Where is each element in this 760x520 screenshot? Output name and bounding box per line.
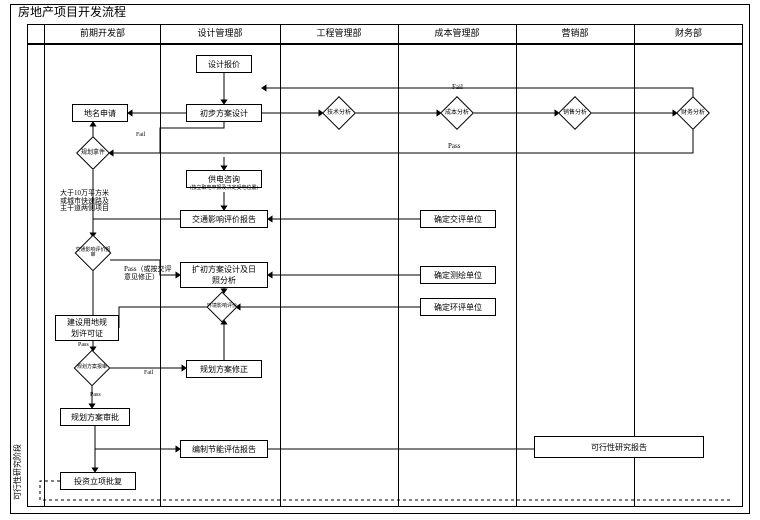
flow-label: Fail bbox=[144, 370, 153, 377]
finance-analysis-label: 财务分析 bbox=[676, 96, 710, 130]
energy-report: 编制节能评估报告 bbox=[180, 440, 268, 458]
confirm-traffic-unit: 确定交评单位 bbox=[420, 210, 496, 228]
condition-note: 大于10万平方米 或城市快速路及 主干道两侧项目 bbox=[60, 190, 109, 213]
flow-label: Pass bbox=[78, 342, 89, 349]
traffic-impact: 交通影响评价报告 bbox=[180, 210, 268, 228]
flow-label: Pass bbox=[448, 143, 460, 151]
planning-collect-label: 规划拿件 bbox=[76, 136, 110, 170]
preliminary-design: 初步方案设计 bbox=[186, 104, 262, 122]
plan-approval-label: 规划方案报审 bbox=[74, 350, 111, 387]
confirm-env-unit: 确定环评单位 bbox=[420, 298, 496, 316]
env-review-label: 环境影响评价 bbox=[206, 291, 237, 322]
confirm-survey-unit: 确定测绘单位 bbox=[420, 266, 496, 284]
cost-analysis-label: 成本分析 bbox=[440, 96, 474, 130]
flow-label: Pass bbox=[90, 392, 101, 399]
marketing-analysis-label: 销售分析 bbox=[558, 96, 592, 130]
flow-label: Fail bbox=[136, 132, 145, 139]
traffic-review-label: 交通影响评价报审 bbox=[75, 235, 112, 272]
pass-revise-note: Pass（或按交评 意见修正） bbox=[124, 266, 171, 281]
power-consult-sub: (独立取电申报及决定受电位置) bbox=[186, 186, 262, 192]
naming-application: 地名申请 bbox=[72, 104, 128, 122]
feasibility-report: 可行性研究报告 bbox=[534, 436, 704, 458]
design-brief: 设计报价 bbox=[196, 55, 252, 73]
expand-scheme: 扩初方案设计及日 照分析 bbox=[180, 262, 268, 288]
tech-analysis-label: 技术分析 bbox=[322, 96, 356, 130]
land-use-permit: 建设用地规 划许可证 bbox=[55, 315, 119, 341]
flow-label: Fail bbox=[452, 84, 463, 92]
investment-approval: 投资立项批复 bbox=[60, 472, 136, 490]
plan-revise: 规划方案修正 bbox=[186, 360, 262, 378]
plan-review: 规划方案审批 bbox=[60, 408, 130, 426]
